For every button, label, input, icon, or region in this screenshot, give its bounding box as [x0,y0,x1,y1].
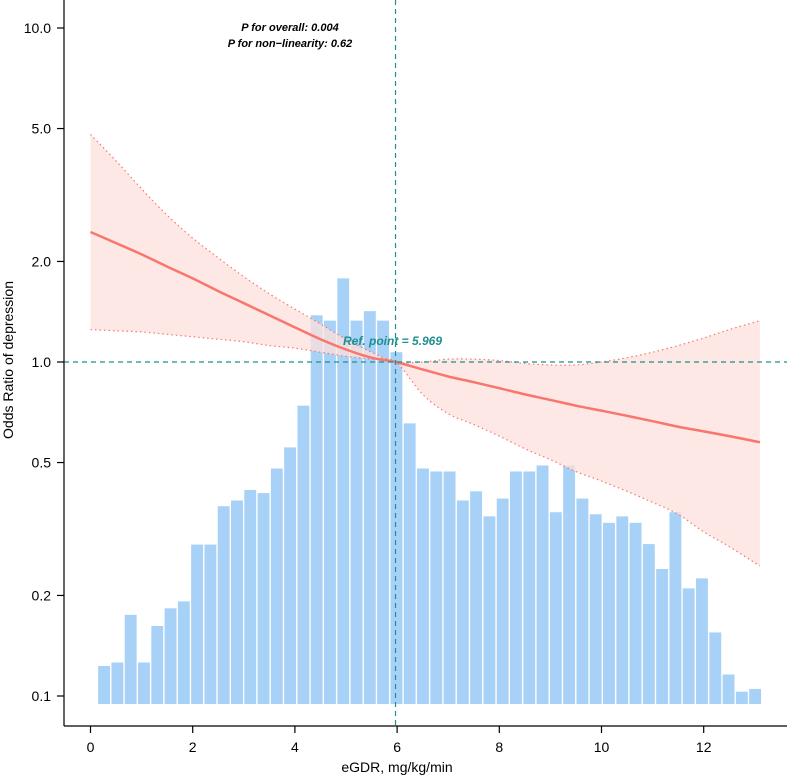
histogram-bar [443,471,456,704]
y-tick-label: 0.1 [32,688,52,704]
x-tick-label: 4 [291,739,299,755]
histogram-bar [363,311,376,704]
histogram-bar [390,352,403,704]
histogram-bar [138,662,150,704]
histogram-bar [257,493,270,704]
histogram-bar [523,471,536,704]
x-tick-label: 2 [189,739,197,755]
histogram-layer [98,278,762,704]
histogram-bar [231,500,243,704]
histogram-bar [722,674,735,704]
histogram-bar [616,516,629,704]
p-overall-annotation: P for overall: 0.004 [241,22,338,34]
histogram-bar [244,489,257,704]
y-axis-ticks: 0.1 0.2 0.5 1.0 2.0 5.0 10.0 [24,20,64,704]
histogram-bar [456,500,469,704]
histogram-bar [204,544,217,704]
histogram-bar [642,544,655,704]
histogram-bar [563,465,576,704]
histogram-bar [735,691,748,704]
y-tick-label: 0.5 [32,455,52,471]
histogram-bar [669,512,682,704]
histogram-bar [297,405,310,704]
histogram-bar [177,601,190,704]
histogram-bar [310,315,323,704]
histogram-bar [470,491,483,704]
histogram-bar [430,471,443,704]
y-tick-label: 2.0 [32,253,52,269]
histogram-bar [417,468,429,704]
histogram-bar [270,468,283,704]
confidence-band [90,134,760,567]
histogram-bar [164,608,177,704]
histogram-bar [549,512,562,704]
x-axis-title: eGDR, mg/kg/min [341,759,452,775]
histogram-bar [483,516,496,704]
x-axis-ticks: 0 2 4 6 8 10 12 [87,726,712,755]
histogram-bar [98,665,111,704]
histogram-bar [682,588,695,704]
histogram-bar [377,320,390,704]
x-tick-label: 12 [696,739,712,755]
ref-point-label: Ref. point = 5.969 [343,334,442,348]
histogram-bar [656,569,669,704]
histogram-bar [284,447,297,704]
histogram-bar [217,506,230,704]
y-tick-label: 1.0 [32,354,52,370]
y-tick-label: 0.2 [32,587,52,603]
x-tick-label: 10 [594,739,610,755]
histogram-bar [350,320,363,704]
histogram-bar [337,278,350,704]
histogram-bar [496,498,509,704]
histogram-bar [191,544,204,704]
histogram-bar [709,632,722,704]
y-tick-label: 5.0 [32,121,52,137]
histogram-bar [124,614,137,704]
histogram-bar [111,662,124,704]
histogram-bar [324,320,336,704]
y-axis-title: Odds Ratio of depression [0,281,16,439]
histogram-bar [629,522,642,704]
y-tick-label: 10.0 [24,20,51,36]
histogram-bar [403,423,416,704]
histogram-bar [589,514,602,704]
histogram-bar [576,498,589,704]
histogram-bar [749,688,762,704]
x-tick-label: 0 [87,739,95,755]
x-tick-label: 6 [393,739,401,755]
histogram-bar [696,578,708,704]
histogram-bar [536,465,549,704]
histogram-bar [510,471,522,704]
x-tick-label: 8 [495,739,503,755]
p-nonlinearity-annotation: P for non−linearity: 0.62 [228,38,353,50]
confidence-upper-line [90,134,761,366]
histogram-bar [151,626,164,704]
histogram-bar [603,522,615,704]
odds-ratio-line [90,230,761,444]
